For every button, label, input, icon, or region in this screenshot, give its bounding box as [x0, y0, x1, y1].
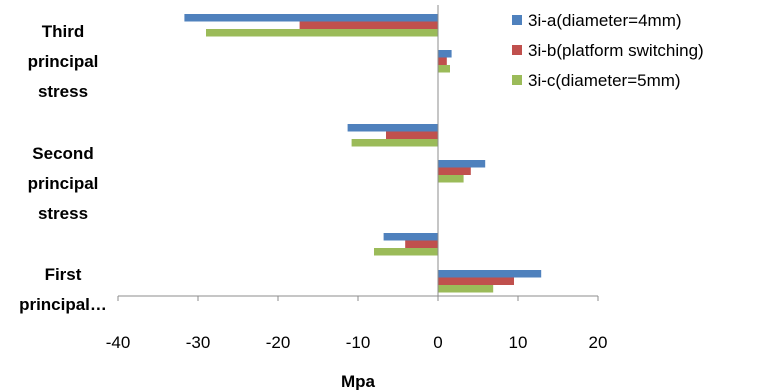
category-label-line: First	[45, 265, 82, 284]
x-ticks: -40 -30 -20 -10 0 10 20	[106, 296, 608, 352]
legend-swatch	[512, 75, 522, 85]
bar-1-1-1	[184, 14, 438, 22]
legend-swatch	[512, 15, 522, 25]
bar-3-3-2	[438, 285, 494, 293]
bar-1-1-2	[438, 50, 452, 58]
x-tick-label: -40	[106, 333, 131, 352]
category-labels: Third principal stress Second principal stres…	[19, 22, 107, 314]
x-tick-label: 10	[509, 333, 528, 352]
x-tick-label: -20	[266, 333, 291, 352]
x-tick-label: -30	[186, 333, 211, 352]
bar-2-1-2	[438, 57, 447, 65]
category-label-line: stress	[38, 204, 88, 223]
bar-2-1-1	[299, 21, 438, 29]
bar-3-2-1	[351, 139, 438, 147]
legend-label: 3i-c(diameter=5mm)	[528, 71, 681, 90]
x-axis-title: Mpa	[341, 372, 376, 390]
category-label-line: Third	[42, 22, 85, 41]
category-label-line: principal	[28, 174, 99, 193]
bar-3-1-1	[206, 29, 438, 37]
category-label-line: Second	[32, 144, 93, 163]
bar-1-3-1	[383, 233, 438, 241]
bar-2-3-1	[405, 240, 438, 248]
bar-2-2-2	[438, 167, 471, 175]
x-tick-label: 0	[433, 333, 442, 352]
legend: 3i-a(diameter=4mm) 3i-b(platform switchin…	[512, 11, 704, 90]
x-tick-label: -10	[346, 333, 371, 352]
x-tick-label: 20	[589, 333, 608, 352]
category-label-line: stress	[38, 82, 88, 101]
bar-1-2-1	[347, 124, 438, 132]
bar-1-2-2	[438, 160, 486, 168]
bar-3-3-1	[374, 248, 438, 256]
category-label-line: principal…	[19, 295, 107, 314]
bar-2-3-2	[438, 277, 514, 285]
bar-3-2-2	[438, 175, 464, 183]
bar-2-2-1	[386, 131, 438, 139]
bar-1-3-2	[438, 270, 542, 278]
bar-3-1-2	[438, 65, 450, 73]
legend-swatch	[512, 45, 522, 55]
bars-layer	[184, 14, 542, 293]
category-label-line: principal	[28, 52, 99, 71]
legend-label: 3i-b(platform switching)	[528, 41, 704, 60]
legend-label: 3i-a(diameter=4mm)	[528, 11, 682, 30]
